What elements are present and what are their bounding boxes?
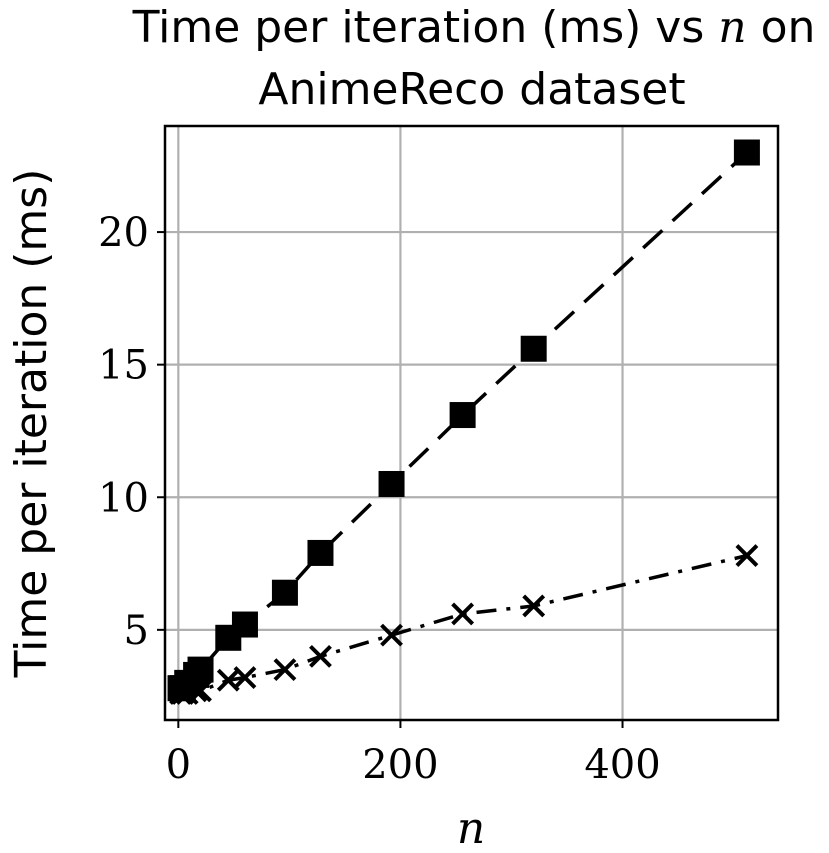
data-point-square — [733, 139, 760, 166]
data-point-square — [231, 611, 258, 638]
x-tick-label: 0 — [166, 742, 191, 788]
data-point-square — [307, 539, 334, 566]
title-prefix: Time per iteration (ms) vs — [132, 2, 705, 53]
data-point-square — [378, 470, 405, 497]
data-point-x — [189, 679, 212, 703]
chart-title-line2: AnimeReco dataset — [258, 64, 685, 115]
y-axis-label: Time per iteration (ms) — [6, 169, 57, 679]
data-point-x — [451, 602, 475, 626]
tick-labels: 0 200 400 5 10 15 20 — [98, 210, 661, 788]
data-point-x — [380, 623, 403, 647]
data-point-x — [522, 594, 546, 618]
data-point-square — [449, 402, 476, 429]
title-suffix: on — [761, 2, 816, 53]
y-tick-label: 15 — [98, 343, 149, 389]
data-point-square — [520, 335, 547, 362]
grid-lines — [165, 126, 778, 720]
series-2 — [169, 544, 759, 705]
x-tick-label: 400 — [584, 742, 660, 788]
data-point-x — [184, 679, 208, 703]
plot-frame — [163, 124, 780, 722]
series-line — [180, 553, 748, 696]
data-point-square — [187, 656, 214, 683]
title-variable: n — [718, 2, 746, 53]
y-tick-label: 20 — [98, 210, 149, 256]
x-tick-label: 200 — [362, 742, 438, 788]
chart-title-line1: Time per iteration (ms) vs n on — [132, 2, 816, 53]
data-series — [167, 139, 760, 705]
data-point-square — [271, 579, 298, 606]
data-point-x — [273, 658, 297, 682]
data-point-x — [233, 666, 257, 689]
y-tick-label: 5 — [124, 608, 149, 654]
y-tick-label: 10 — [98, 475, 149, 521]
data-point-x — [735, 544, 759, 568]
x-axis-label: n — [457, 803, 485, 853]
data-point-x — [309, 644, 332, 668]
